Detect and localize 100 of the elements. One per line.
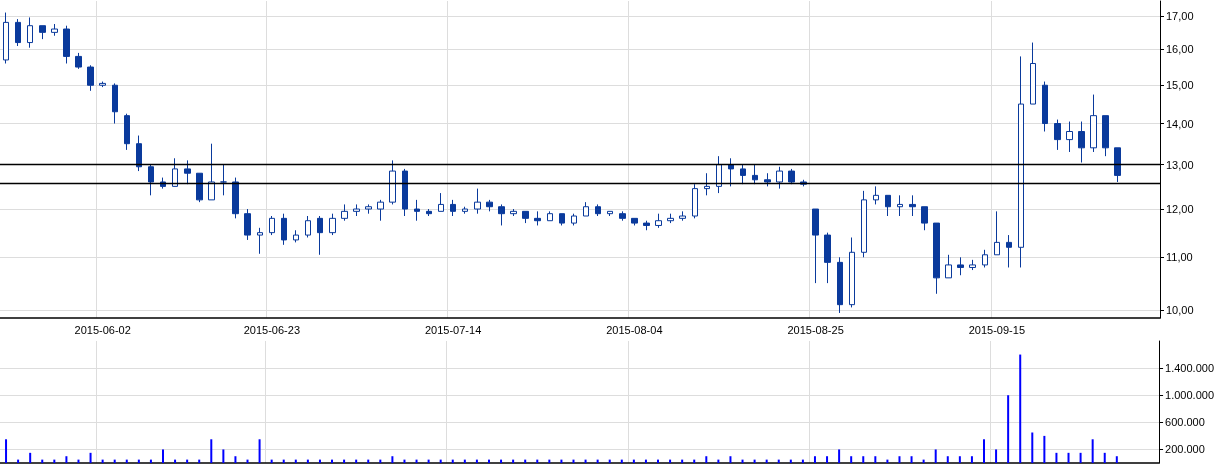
- candlestick: [293, 229, 299, 243]
- candlestick: [172, 157, 178, 187]
- candlestick: [824, 232, 831, 284]
- bar: [970, 456, 973, 463]
- x-tick-label: 2015-06-02: [74, 323, 131, 336]
- bar: [5, 439, 8, 463]
- candlestick: [812, 208, 819, 284]
- candlestick: [3, 12, 9, 64]
- x-tick-label: 2015-06-23: [243, 323, 301, 336]
- candlestick: [704, 172, 710, 196]
- candlestick: [776, 166, 783, 190]
- y-tick-label: 14,00: [1166, 117, 1194, 130]
- bar: [391, 456, 394, 463]
- bar: [65, 456, 68, 463]
- bar: [813, 456, 816, 463]
- bar: [1055, 452, 1058, 463]
- candlestick: [740, 164, 746, 185]
- bar: [1103, 452, 1106, 463]
- x-tick-label: 2015-08-04: [606, 323, 663, 336]
- candlestick: [329, 213, 336, 236]
- candlestick: [1102, 115, 1109, 157]
- bar: [862, 456, 865, 463]
- candlestick: [547, 210, 553, 222]
- candlestick: [933, 222, 940, 295]
- y-tick-label: 600.000: [1165, 416, 1205, 429]
- y-tick-label: 10,00: [1166, 304, 1194, 317]
- bar: [161, 449, 164, 463]
- bar: [850, 456, 853, 463]
- candlestick: [474, 188, 481, 215]
- candlestick: [15, 18, 21, 47]
- candlestick: [861, 190, 867, 258]
- bar: [234, 456, 237, 463]
- bar: [934, 449, 937, 463]
- bar: [1115, 456, 1118, 463]
- bar: [29, 452, 32, 463]
- bar: [1019, 354, 1022, 463]
- candlestick: [305, 215, 311, 238]
- bar: [1079, 452, 1082, 463]
- candlestick: [752, 164, 758, 185]
- bar: [705, 456, 708, 463]
- candlestick: [281, 213, 287, 246]
- candlestick: [148, 164, 154, 196]
- candlestick: [124, 113, 130, 151]
- candlestick: [1114, 147, 1121, 183]
- bar: [1091, 439, 1094, 463]
- candlestick: [317, 215, 323, 256]
- candlestick: [51, 23, 58, 37]
- candlestick: [257, 227, 263, 255]
- x-tick-label: 2015-08-25: [787, 323, 844, 336]
- candlestick: [982, 249, 988, 268]
- candlestick: [389, 159, 396, 205]
- candlestick: [486, 199, 493, 212]
- candlestick: [426, 208, 432, 217]
- candlestick: [414, 199, 420, 222]
- candlestick: [885, 194, 891, 217]
- candlestick: [377, 199, 384, 222]
- bar: [958, 456, 961, 463]
- candlestick: [873, 185, 879, 205]
- candlestick: [462, 206, 468, 215]
- candlestick: [619, 210, 626, 222]
- candlestick: [269, 215, 275, 236]
- bar: [898, 456, 901, 463]
- candlestick: [438, 192, 444, 212]
- candlestick: [595, 203, 601, 217]
- candlestick: [522, 210, 529, 224]
- candlestick: [667, 213, 674, 224]
- candlestick: [837, 256, 843, 314]
- candlestick: [728, 157, 734, 187]
- candlestick: [897, 194, 903, 217]
- candlestick: [87, 64, 94, 92]
- candlestick: [1078, 121, 1085, 163]
- candlestick: [196, 172, 203, 203]
- bar: [1031, 432, 1034, 463]
- candlestick: [994, 210, 1000, 256]
- candlestick: [75, 52, 82, 70]
- candlestick: [716, 155, 722, 194]
- candlestick: [607, 210, 613, 217]
- bar: [258, 439, 261, 463]
- bar: [729, 456, 732, 463]
- candlestick: [365, 203, 372, 215]
- y-tick-label: 11,00: [1166, 251, 1193, 264]
- candlestick: [1066, 121, 1073, 153]
- candlestick: [909, 194, 916, 217]
- bar: [1007, 395, 1010, 463]
- candlestick: [450, 199, 456, 217]
- y-tick-label: 1.000.000: [1165, 389, 1214, 402]
- candlestick: [583, 201, 589, 217]
- x-tick-label: 2015-09-15: [968, 323, 1026, 336]
- y-tick-label: 200.000: [1165, 443, 1205, 456]
- candlestick: [112, 82, 118, 125]
- candlestick: [957, 256, 964, 276]
- candlestick: [353, 203, 360, 217]
- candlestick: [1018, 55, 1024, 268]
- candlestick: [341, 203, 348, 222]
- candlestick: [63, 25, 70, 64]
- candlestick: [136, 135, 142, 172]
- bar: [946, 456, 949, 463]
- bar: [1067, 452, 1070, 463]
- candlestick: [643, 220, 650, 231]
- candlestick: [764, 172, 771, 187]
